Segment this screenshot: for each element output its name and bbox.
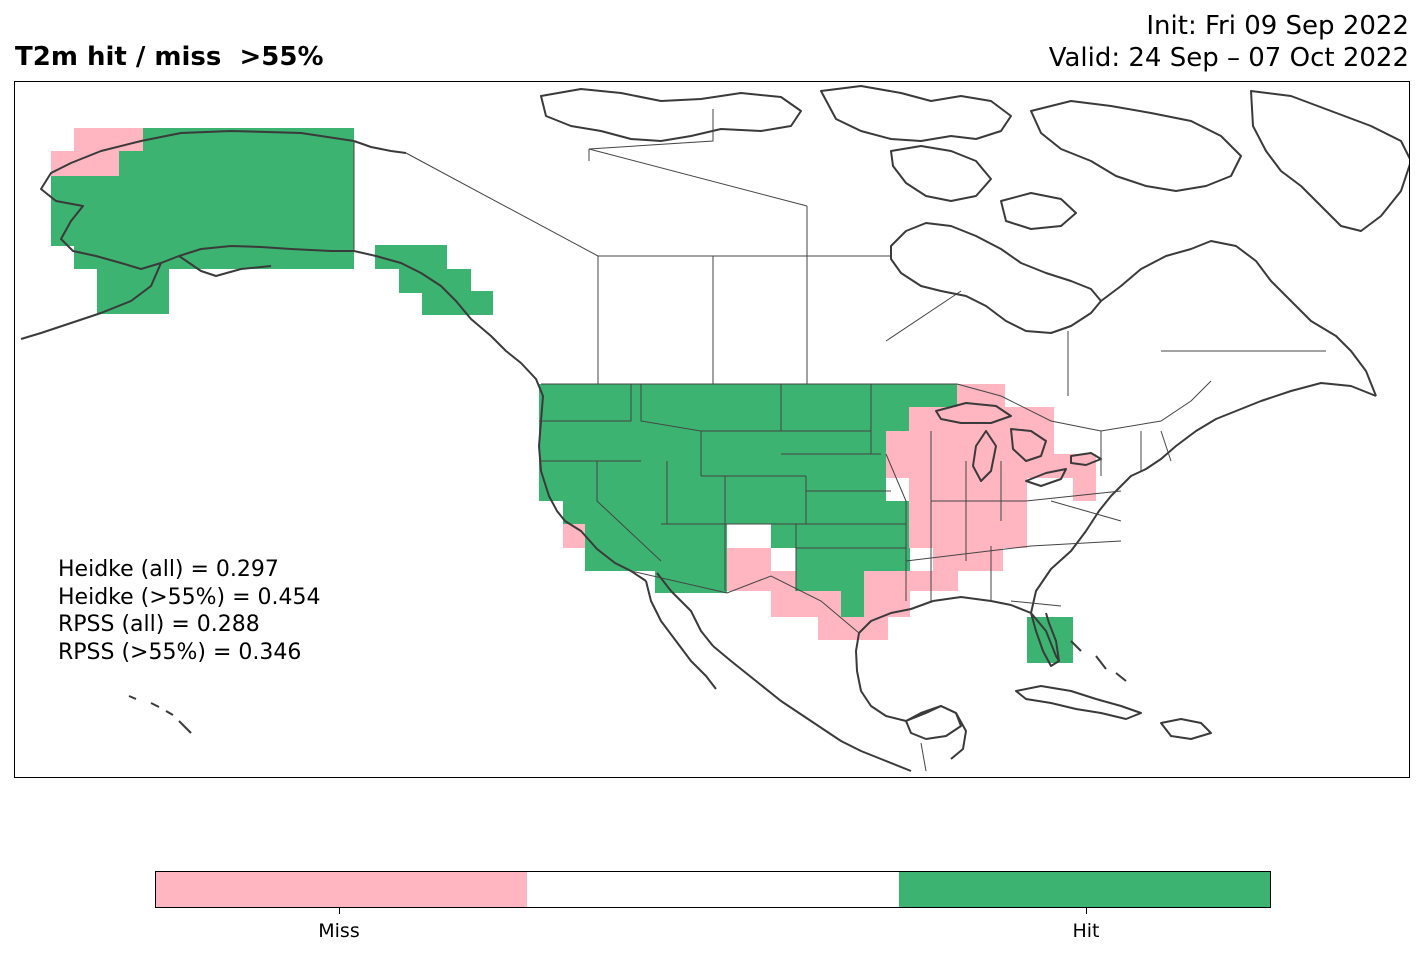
coastlines [20,85,1409,772]
alaska-hit-cells [51,128,493,315]
heidke-all: Heidke (all) = 0.297 [58,557,279,582]
forecast-dates: Init: Fri 09 Sep 2022 Valid: 24 Sep – 07… [1049,10,1409,74]
colorbar-hit-segment [898,872,1270,907]
hit-label: Hit [1072,920,1100,942]
miss-tick [339,908,340,914]
political-borders [353,109,1326,772]
colorbar-neutral-segment [527,872,899,907]
colorbar-miss-segment [156,872,528,907]
conus-miss-cells [563,384,1096,640]
heidke-55: Heidke (>55%) = 0.454 [58,584,321,610]
miss-label: Miss [318,920,360,942]
valid-period: Valid: 24 Sep – 07 Oct 2022 [1048,43,1409,73]
hit-tick [1086,908,1087,914]
rpss-55: RPSS (>55%) = 0.346 [58,639,302,665]
map-canvas [20,85,1409,772]
skill-scores: Heidke (all) = 0.297 Heidke (>55%) = 0.4… [58,556,321,666]
init-date: Init: Fri 09 Sep 2022 [1146,11,1409,41]
map-panel [14,81,1410,778]
rpss-all: RPSS (all) = 0.288 [58,612,260,637]
map-title: T2m hit / miss >55% [15,42,324,72]
colorbar [155,871,1271,908]
